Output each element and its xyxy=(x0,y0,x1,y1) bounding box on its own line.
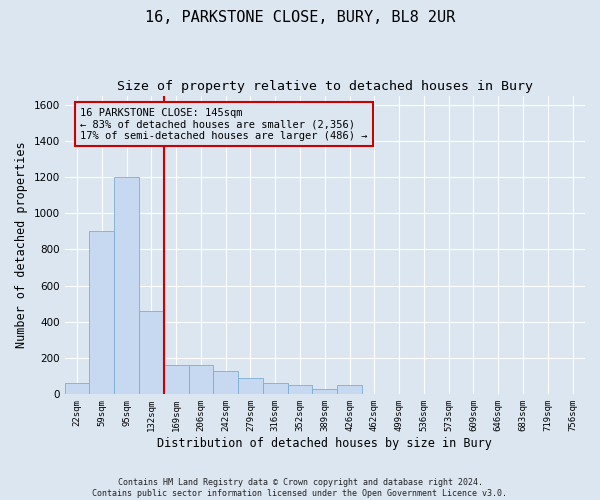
Bar xyxy=(214,371,238,394)
Bar xyxy=(65,384,89,394)
Bar xyxy=(263,382,287,394)
Title: Size of property relative to detached houses in Bury: Size of property relative to detached ho… xyxy=(117,80,533,93)
Bar xyxy=(287,386,313,394)
Bar xyxy=(313,389,337,394)
Bar xyxy=(188,366,214,394)
Bar xyxy=(164,366,188,394)
Bar xyxy=(238,378,263,394)
Text: Contains HM Land Registry data © Crown copyright and database right 2024.
Contai: Contains HM Land Registry data © Crown c… xyxy=(92,478,508,498)
Bar xyxy=(114,177,139,394)
Bar xyxy=(139,311,164,394)
Y-axis label: Number of detached properties: Number of detached properties xyxy=(15,142,28,348)
Bar xyxy=(337,386,362,394)
Text: 16, PARKSTONE CLOSE, BURY, BL8 2UR: 16, PARKSTONE CLOSE, BURY, BL8 2UR xyxy=(145,10,455,25)
X-axis label: Distribution of detached houses by size in Bury: Distribution of detached houses by size … xyxy=(157,437,492,450)
Text: 16 PARKSTONE CLOSE: 145sqm
← 83% of detached houses are smaller (2,356)
17% of s: 16 PARKSTONE CLOSE: 145sqm ← 83% of deta… xyxy=(80,108,368,140)
Bar xyxy=(89,232,114,394)
